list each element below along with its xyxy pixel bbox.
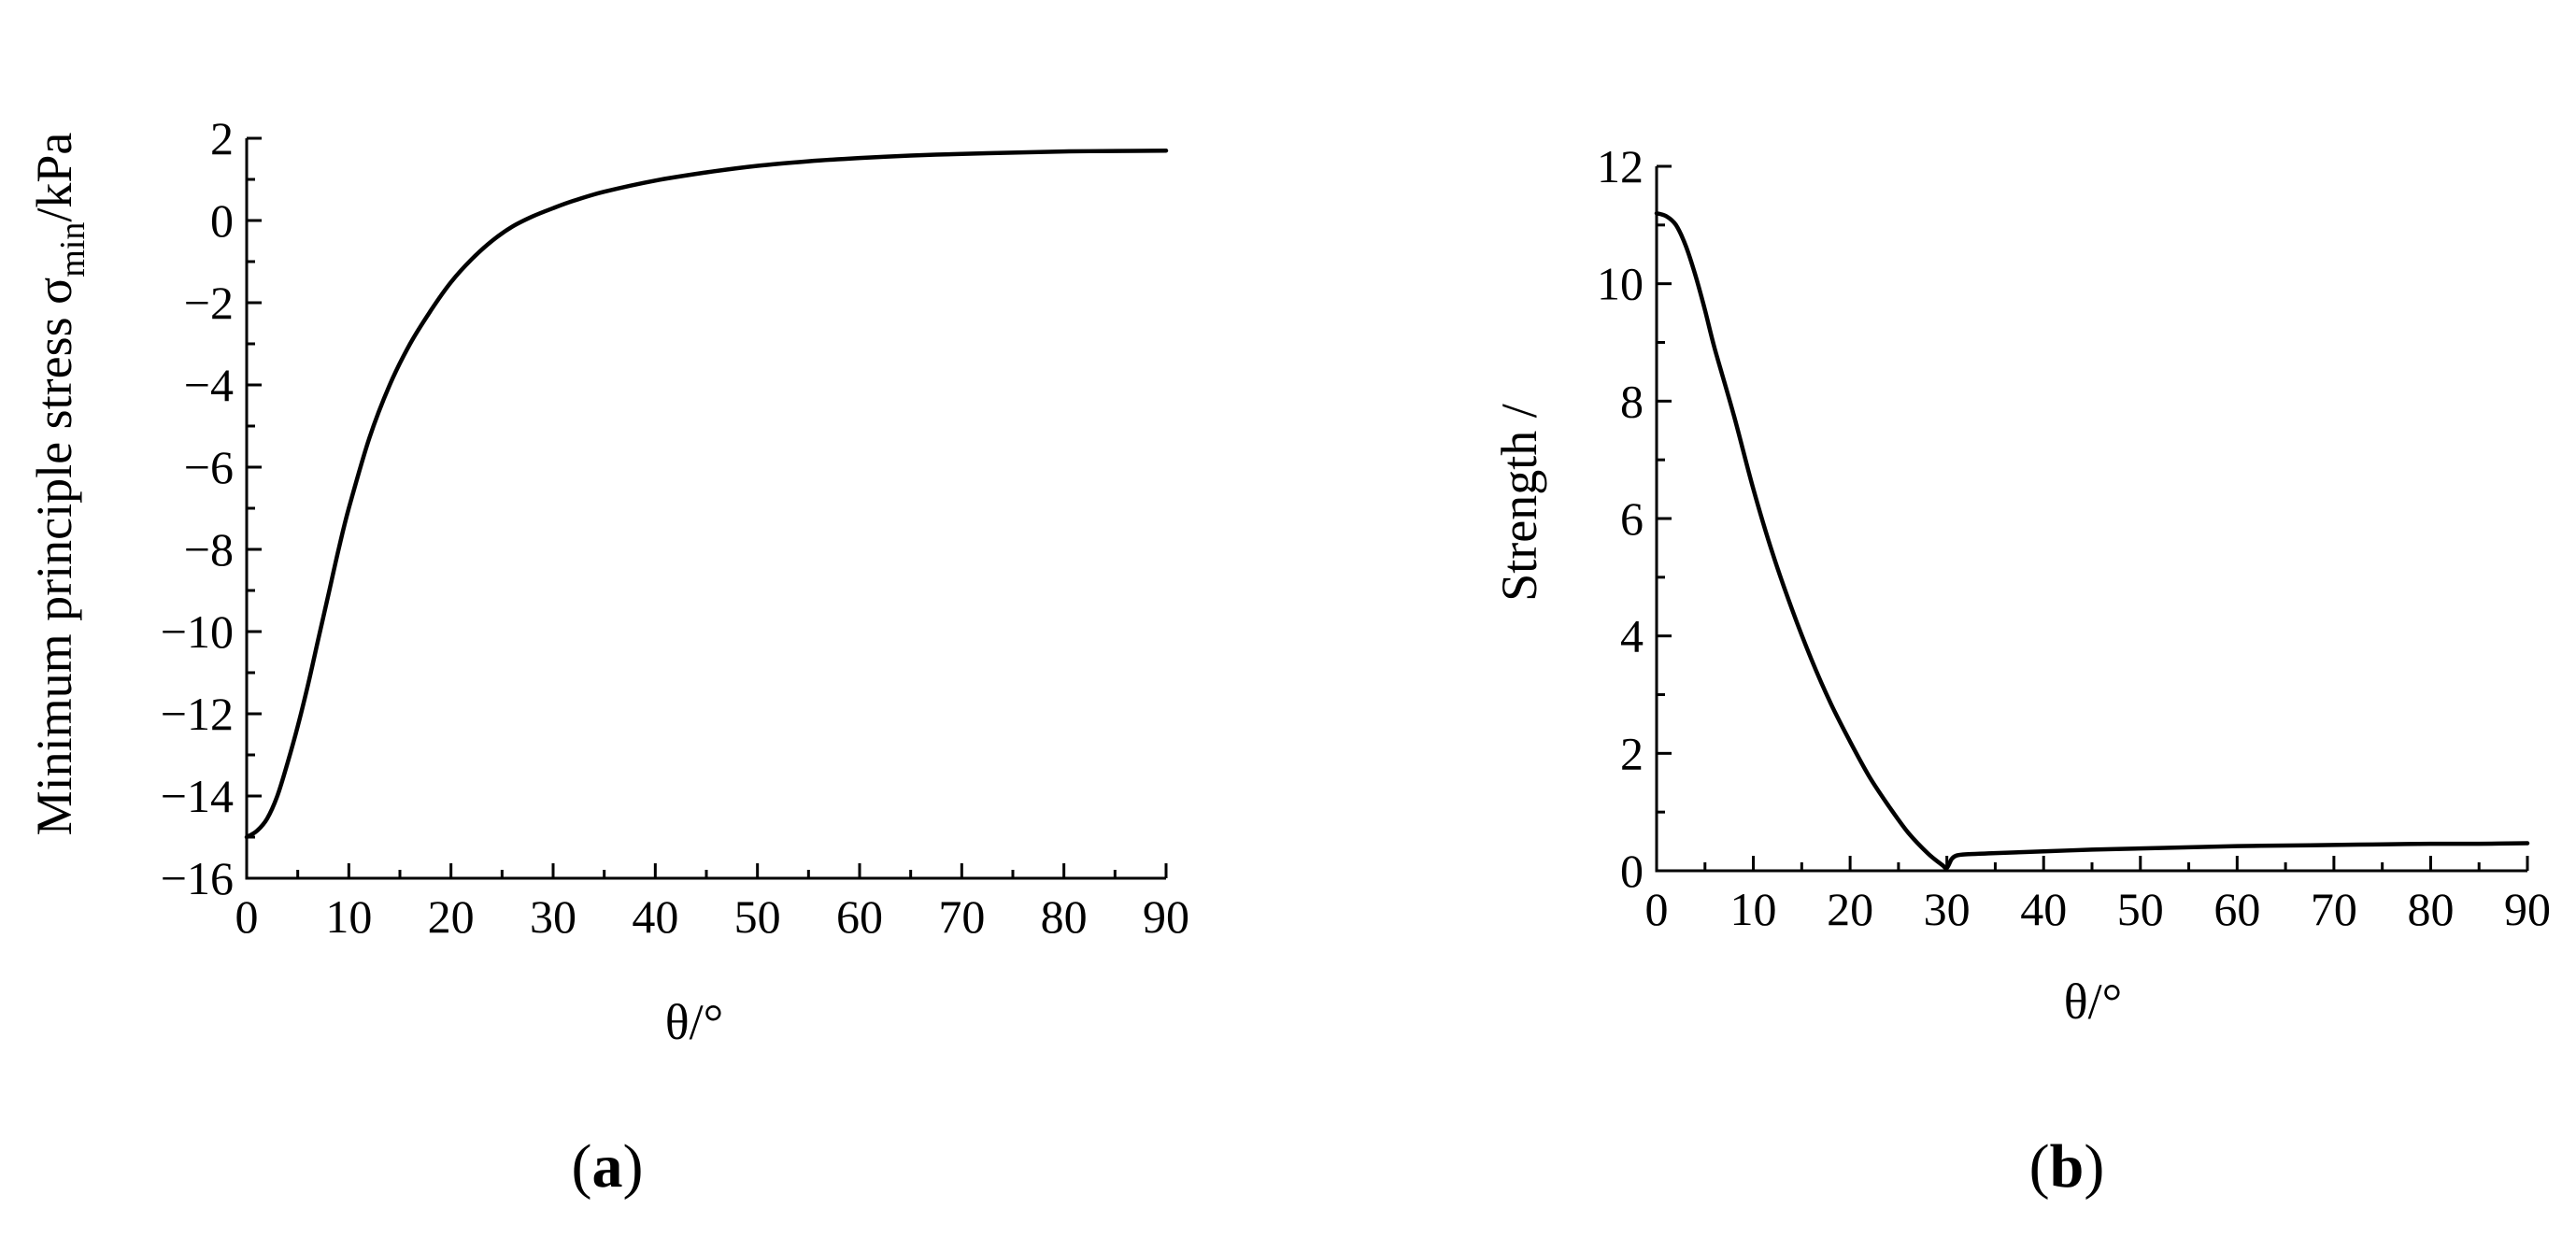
chart-a-y-tick-label: −8 (184, 523, 234, 576)
chart-a-y-tick-label: −6 (184, 441, 234, 493)
chart-a-y-tick-label: 2 (210, 112, 234, 164)
chart-b-x-tick-label: 60 (2213, 883, 2260, 935)
chart-a: 0 10 20 30 40 50 60 70 80 90 −16 −14 −12 −10 −8 −6 −4 −2 0… (26, 112, 1189, 1201)
chart-a-y-tick-label: 0 (210, 194, 234, 247)
chart-b-x-tick-label: 40 (2020, 883, 2067, 935)
chart-a-ticks (245, 136, 1168, 880)
chart-b-axes (1655, 166, 2527, 873)
chart-a-y-tick-label: −4 (184, 359, 234, 411)
chart-a-axes (245, 138, 1166, 880)
chart-a-y-tick-label: −2 (184, 277, 234, 329)
chart-b-x-axis-label: θ/° (2064, 974, 2122, 1030)
chart-a-y-label-tail: /kPa (26, 133, 82, 222)
panel-label-b: (b) (2029, 1132, 2105, 1201)
chart-a-x-axis-label: θ/° (665, 994, 723, 1050)
chart-a-series-line (244, 148, 1169, 840)
chart-b-y-tick-label: 12 (1597, 140, 1644, 192)
chart-a-y-label-main: Minimum principle stress σ (26, 277, 82, 836)
chart-b-y-tick-label: 6 (1620, 492, 1644, 545)
chart-a-x-tick-label: 10 (325, 890, 372, 943)
chart-a-y-axis-label: Minimum principle stress σmin/kPa (26, 133, 93, 836)
chart-a-x-tick-label: 50 (734, 890, 781, 943)
chart-b-y-tick-label: 4 (1620, 610, 1644, 662)
chart-b-y-axis-label: Strength / (1491, 404, 1547, 602)
chart-a-x-tick-label: 90 (1143, 890, 1189, 943)
chart-a-x-tick-label: 40 (632, 890, 678, 943)
chart-a-x-tick-label: 0 (235, 890, 259, 943)
chart-b-x-tick-label: 30 (1924, 883, 1971, 935)
chart-a-x-tick-label: 70 (938, 890, 985, 943)
chart-b-x-tick-label: 0 (1645, 883, 1669, 935)
chart-a-y-tick-label: −10 (161, 605, 234, 658)
chart-b-x-tick-label: 20 (1827, 883, 1873, 935)
chart-a-y-tick-label: −12 (161, 688, 234, 740)
chart-b-series-line (1654, 211, 2530, 871)
chart-b-x-tick-label: 70 (2311, 883, 2357, 935)
chart-b-tick-labels: 0 10 20 30 40 50 60 70 80 90 0 2 4 6 8 10 12 (1597, 140, 2551, 935)
chart-b-x-tick-label: 10 (1730, 883, 1777, 935)
chart-a-x-tick-label: 30 (530, 890, 576, 943)
chart-a-y-tick-label: −16 (161, 852, 234, 904)
chart-b: 0 10 20 30 40 50 60 70 80 90 0 2 4 6 8 10 12 θ/° Strengt… (1491, 140, 2551, 1201)
chart-b-y-tick-label: 10 (1597, 258, 1644, 310)
panel-label-a-letter: a (592, 1132, 623, 1201)
chart-a-tick-labels: 0 10 20 30 40 50 60 70 80 90 −16 −14 −12 −10 −8 −6 −4 −2 0… (161, 112, 1189, 943)
chart-a-x-tick-label: 20 (428, 890, 475, 943)
chart-a-y-tick-label: −14 (161, 770, 234, 822)
chart-b-ticks (1655, 164, 2529, 873)
chart-b-y-tick-label: 8 (1620, 375, 1644, 427)
chart-b-x-tick-label: 90 (2504, 883, 2551, 935)
panel-label-b-letter: b (2050, 1132, 2085, 1201)
chart-b-y-tick-label: 0 (1620, 845, 1644, 897)
chart-b-x-tick-label: 80 (2407, 883, 2454, 935)
chart-a-x-tick-label: 80 (1041, 890, 1088, 943)
panel-label-a: (a) (572, 1132, 644, 1201)
chart-b-y-tick-label: 2 (1620, 727, 1644, 779)
chart-a-x-tick-label: 60 (836, 890, 883, 943)
chart-a-y-label-sub: min (53, 222, 93, 277)
chart-b-x-tick-label: 50 (2117, 883, 2164, 935)
